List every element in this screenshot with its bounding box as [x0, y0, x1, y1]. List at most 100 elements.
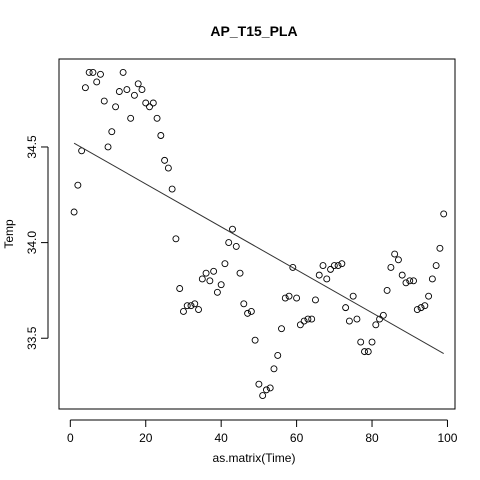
data-point	[221, 260, 229, 268]
data-point	[274, 352, 282, 359]
data-point	[100, 97, 108, 105]
data-point	[259, 392, 267, 400]
x-tick-label: 100	[437, 431, 457, 445]
x-axis-label: as.matrix(Time)	[213, 451, 296, 465]
data-point	[176, 285, 184, 292]
x-tick-label: 40	[214, 431, 228, 445]
data-point	[123, 86, 131, 94]
data-point	[93, 78, 101, 86]
data-point	[312, 296, 319, 304]
data-point	[153, 114, 161, 122]
data-point	[240, 300, 248, 308]
data-point	[112, 103, 120, 111]
data-point	[285, 292, 293, 300]
y-axis: 33.5 34.0 34.5	[25, 135, 49, 350]
y-tick-label: 33.5	[25, 326, 39, 350]
data-point	[213, 288, 221, 296]
data-point	[183, 302, 191, 310]
data-point	[164, 164, 172, 172]
data-point	[130, 91, 138, 99]
data-point	[357, 338, 365, 346]
x-tick-label: 20	[139, 431, 153, 445]
data-point	[70, 208, 78, 216]
data-point	[262, 386, 270, 394]
data-point	[425, 292, 433, 300]
data-point	[293, 294, 301, 302]
data-point	[278, 325, 285, 333]
data-point	[115, 88, 123, 95]
data-point	[413, 306, 421, 313]
data-point	[255, 380, 263, 388]
data-point	[244, 309, 252, 317]
data-point	[338, 260, 346, 268]
data-point	[74, 181, 82, 189]
data-point	[127, 114, 135, 122]
data-point	[247, 308, 255, 315]
data-point	[210, 267, 218, 275]
data-point	[323, 275, 331, 283]
x-axis: 0 20 40 60 80 100	[67, 419, 458, 445]
data-point	[108, 128, 116, 136]
data-point	[157, 132, 165, 139]
data-point	[364, 348, 372, 356]
data-point	[289, 264, 297, 271]
data-point	[217, 281, 225, 289]
data-point	[428, 275, 436, 283]
data-point	[81, 84, 89, 92]
data-point	[387, 264, 395, 271]
x-tick-label: 80	[365, 431, 379, 445]
data-point	[85, 68, 93, 76]
y-tick-label: 34.0	[25, 231, 39, 255]
data-point	[149, 99, 157, 107]
data-point	[202, 269, 210, 277]
data-point	[104, 143, 112, 151]
data-point	[161, 156, 169, 164]
data-point	[232, 242, 240, 250]
data-point	[334, 262, 342, 270]
data-point	[191, 300, 199, 308]
data-point	[361, 348, 368, 356]
data-point	[308, 315, 316, 323]
data-point	[319, 262, 327, 270]
data-point	[296, 321, 304, 329]
data-point	[353, 315, 361, 323]
data-point	[432, 262, 440, 270]
data-point	[168, 185, 176, 193]
data-point	[195, 306, 202, 313]
regression-line	[73, 142, 444, 354]
data-point	[379, 311, 387, 319]
data-point	[368, 338, 376, 346]
data-point	[372, 321, 380, 329]
data-point	[300, 317, 308, 325]
plot-frame	[58, 58, 456, 410]
data-point	[180, 308, 187, 315]
data-point	[119, 68, 127, 76]
data-point	[394, 256, 402, 264]
data-point	[225, 239, 233, 247]
y-tick-label: 34.5	[25, 135, 39, 159]
data-point	[436, 244, 444, 252]
data-point	[327, 265, 334, 273]
data-point	[89, 68, 97, 76]
data-points	[70, 68, 448, 400]
data-point	[330, 262, 338, 270]
data-point	[146, 103, 153, 111]
data-point	[187, 302, 195, 310]
data-point	[142, 99, 150, 107]
regression-line-layer	[73, 142, 444, 354]
data-point	[229, 225, 236, 233]
data-point	[304, 315, 312, 323]
data-point	[97, 70, 104, 78]
data-point	[206, 277, 214, 285]
data-point	[417, 304, 425, 312]
data-point	[281, 294, 289, 302]
data-point	[236, 269, 244, 277]
y-axis-label: Temp	[2, 219, 16, 249]
data-point	[138, 86, 146, 94]
data-point	[402, 279, 410, 287]
data-point	[349, 292, 357, 300]
data-point	[398, 271, 406, 279]
data-point	[345, 317, 353, 325]
data-point	[440, 210, 448, 218]
